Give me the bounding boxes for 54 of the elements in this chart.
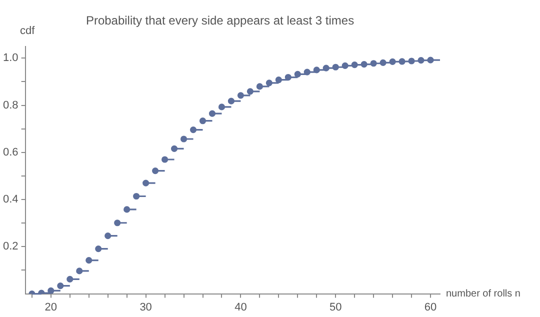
point [408, 58, 415, 64]
y-tick-label: 0.4 [2, 194, 18, 206]
point [48, 287, 54, 294]
point [370, 60, 377, 67]
point [86, 257, 92, 264]
point [332, 64, 339, 70]
point [199, 118, 206, 124]
point [380, 59, 386, 66]
x-tick-label: 50 [329, 301, 342, 314]
point [351, 61, 358, 68]
x-tick-label: 30 [140, 301, 152, 314]
point [427, 56, 434, 64]
x-tick-label: 60 [424, 301, 437, 314]
point [237, 92, 244, 99]
y-axis-title: cdf [20, 24, 36, 37]
point [256, 83, 263, 90]
x-tick-label: 20 [44, 301, 58, 314]
point [218, 104, 226, 110]
chart-title: Probability that every side appears at least 3 times [86, 14, 354, 28]
point [76, 268, 83, 274]
point [152, 168, 159, 174]
point [342, 62, 348, 70]
point [313, 66, 320, 74]
y-tick-label: 0.2 [2, 240, 18, 253]
y-tick-label: 0.6 [2, 146, 18, 158]
point [246, 88, 254, 95]
point [190, 126, 197, 134]
point [360, 61, 368, 68]
x-tick-label: 40 [234, 301, 247, 314]
x-axis-title: number of rolls n [446, 288, 520, 300]
point [266, 80, 272, 86]
point [294, 70, 301, 78]
point [284, 74, 292, 81]
point [66, 276, 74, 282]
y-tick-label: 0.8 [2, 99, 18, 112]
point [114, 220, 121, 226]
point [208, 110, 216, 117]
point [275, 76, 282, 84]
point [304, 68, 310, 76]
point [161, 156, 168, 163]
point [57, 282, 64, 290]
point [95, 245, 102, 252]
point [124, 206, 130, 213]
point [133, 192, 140, 200]
point [170, 145, 178, 152]
y-tick-label: 1.0 [2, 52, 18, 64]
point [389, 58, 396, 66]
point [398, 58, 406, 65]
point [322, 64, 330, 72]
point [228, 98, 235, 104]
point [418, 57, 424, 64]
point [180, 136, 188, 142]
point [104, 232, 112, 240]
point [142, 180, 150, 186]
